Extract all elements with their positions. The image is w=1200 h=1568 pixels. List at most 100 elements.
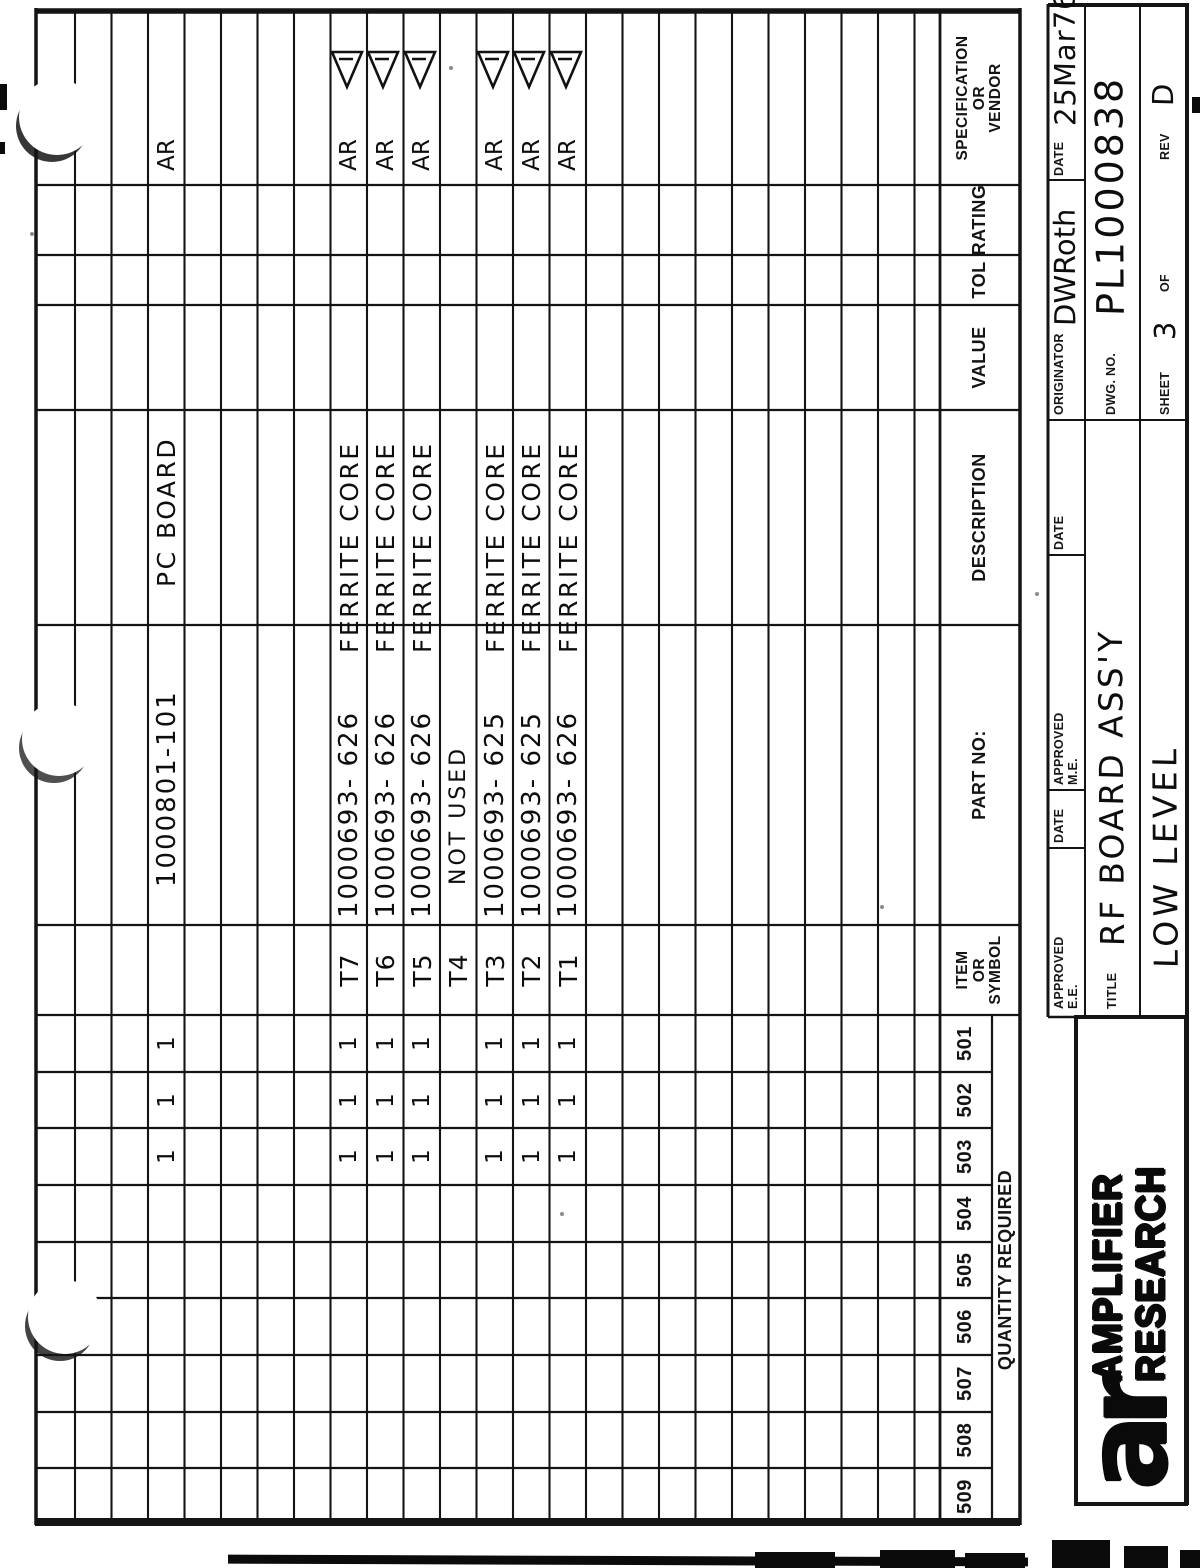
spec-or-vendor-header: SPECIFICATION OR VENDOR <box>940 11 1020 185</box>
table-row-t1: 1 1 1 T1 1000693- 626 FERRITE CORE AR <box>548 8 588 1525</box>
qty-col-header-502: 502 <box>954 1082 977 1118</box>
description-value: FERRITE CORE <box>407 441 437 653</box>
qty-501-value: 1 <box>555 1036 581 1051</box>
spec-header-line3: VENDOR <box>987 63 1005 133</box>
revision-flag-icon <box>475 47 515 93</box>
qty-502-value: 1 <box>555 1093 581 1108</box>
symbol-value: T5 <box>407 953 437 987</box>
qty-502-value: 1 <box>336 1093 362 1108</box>
spec-header-line2: OR <box>970 85 988 111</box>
table-row-t7: 1 1 1 T7 1000693- 626 FERRITE CORE AR <box>329 8 369 1525</box>
title-label: TITLE <box>1105 972 1119 1009</box>
scan-edge-mark <box>0 84 7 110</box>
revision-flag-icon <box>548 47 588 93</box>
tol-header: TOL <box>969 261 990 299</box>
date-label-originator: DATE <box>1052 141 1066 176</box>
vendor-value: AR <box>555 139 581 171</box>
qty-col-header-503: 503 <box>954 1139 977 1174</box>
scan-bottom-block <box>755 1552 835 1568</box>
scan-bottom-block <box>880 1550 955 1568</box>
qty-502-value: 1 <box>409 1093 435 1108</box>
revision-flag-icon <box>402 47 442 93</box>
punch-hole <box>19 79 95 155</box>
qty-col-header-507: 507 <box>954 1366 977 1401</box>
description-value: FERRITE CORE <box>480 441 510 653</box>
quantity-required-header: QUANTITY REQUIRED <box>995 1169 1016 1371</box>
scan-speck <box>560 1212 564 1216</box>
table-row-t6: 1 1 1 T6 1000693- 626 FERRITE CORE AR <box>365 8 405 1525</box>
vendor-value: AR <box>409 139 435 171</box>
item-header-line3: SYMBOL <box>987 935 1005 1005</box>
qty-502-value: 1 <box>153 1093 180 1108</box>
scan-edge-mark <box>1192 97 1200 113</box>
rating-header: RATING <box>969 184 990 256</box>
qty-501-value: 1 <box>372 1036 399 1051</box>
qty-503-value: 1 <box>555 1149 581 1164</box>
logo-word-amplifier: AMPLIFIER <box>1086 1173 1130 1382</box>
vendor-value: AR <box>482 139 508 171</box>
approved-me-line1: APPROVED <box>1052 712 1066 785</box>
sheet-value: 3 <box>1147 321 1183 341</box>
symbol-value: T4 <box>444 953 473 987</box>
scan-speck <box>880 905 884 909</box>
part-no-value: 1000693- 625 <box>480 710 510 918</box>
qty-502-value: 1 <box>482 1093 508 1108</box>
qty-503-value: 1 <box>372 1149 399 1164</box>
table-row-pc-board: 1 1 1 1000801-101 PC BOARD AR <box>148 8 185 1525</box>
vendor-value: AR <box>153 139 180 171</box>
rev-value: D <box>1145 83 1181 107</box>
scan-bottom-block <box>965 1553 1025 1568</box>
qty-501-value: 1 <box>518 1036 545 1051</box>
qty-503-value: 1 <box>153 1149 180 1164</box>
qty-col-header-509: 509 <box>954 1479 977 1514</box>
dwg-no-label: DWG. NO. <box>1104 352 1118 415</box>
date-label-me: DATE <box>1052 515 1066 550</box>
scan-speck <box>449 66 453 70</box>
sheet-label: SHEET <box>1158 371 1172 415</box>
symbol-value: T6 <box>371 953 400 987</box>
description-value: FERRITE CORE <box>553 441 583 653</box>
qty-502-value: 1 <box>372 1093 399 1108</box>
qty-col-header-506: 506 <box>954 1309 977 1344</box>
qty-502-value: 1 <box>518 1093 545 1108</box>
qty-501-value: 1 <box>153 1036 180 1051</box>
approved-ee-line1: APPROVED <box>1052 936 1066 1009</box>
rev-label: REV <box>1158 133 1172 160</box>
vendor-value: AR <box>336 139 362 171</box>
punch-hole <box>28 1280 102 1354</box>
item-header-line2: OR <box>970 957 988 983</box>
part-no-value: 1000693- 626 <box>370 710 401 918</box>
approved-me-label: APPROVED M.E. <box>1052 712 1081 785</box>
date-value: 25Mar76 <box>1047 0 1083 127</box>
part-no-value: 1000801-101 <box>151 690 182 887</box>
item-header-line1: ITEM <box>953 950 971 990</box>
scan-bottom-block <box>1180 1550 1200 1568</box>
item-or-symbol-header: ITEM OR SYMBOL <box>940 925 1020 1015</box>
approved-me-line2: M.E. <box>1066 758 1081 785</box>
qty-503-value: 1 <box>409 1149 435 1164</box>
description-value: PC BOARD <box>152 436 181 587</box>
description-value: FERRITE CORE <box>334 441 364 653</box>
scan-speck <box>30 232 34 236</box>
qty-col-header-501: 501 <box>954 1026 977 1061</box>
part-no-value: NOT USED <box>446 745 471 885</box>
punch-hole <box>22 702 96 776</box>
scan-edge-mark <box>0 142 5 154</box>
qty-501-value: 1 <box>409 1036 435 1051</box>
table-row-t5: 1 1 1 T5 1000693- 626 FERRITE CORE AR <box>402 8 442 1525</box>
scan-speck <box>1035 592 1039 596</box>
symbol-value: T1 <box>553 953 583 987</box>
table-row-t3: 1 1 1 T3 1000693- 625 FERRITE CORE AR <box>475 8 515 1525</box>
dwg-no-value: PL1000838 <box>1087 75 1133 317</box>
revision-flag-icon <box>329 47 369 93</box>
qty-501-value: 1 <box>482 1036 508 1051</box>
part-no-value: 1000693- 626 <box>407 710 437 918</box>
description-value: FERRITE CORE <box>371 441 400 653</box>
revision-flag-icon <box>365 47 405 93</box>
qty-503-value: 1 <box>336 1149 362 1164</box>
part-no-value: 1000693- 626 <box>334 710 364 918</box>
vendor-value: AR <box>518 139 545 171</box>
qty-503-value: 1 <box>518 1149 545 1164</box>
